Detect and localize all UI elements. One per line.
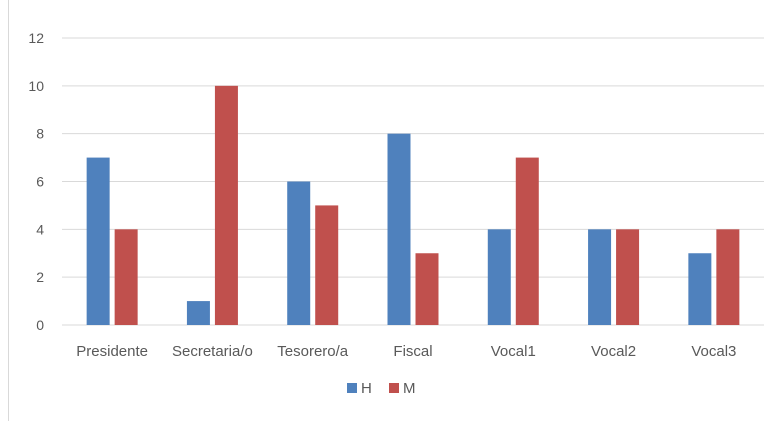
legend-swatch-m [389, 383, 399, 393]
bar-m-vocal3 [716, 229, 740, 325]
bar-m-vocal1 [515, 157, 539, 325]
x-tick-label: Tesorero/a [277, 343, 349, 360]
y-tick-label: 12 [28, 30, 44, 46]
bar-h-vocal2 [588, 229, 612, 325]
bar-h-presidente [86, 157, 110, 325]
x-tick-label: Vocal3 [691, 343, 736, 360]
bar-m-fiscal [415, 253, 439, 325]
bars [86, 85, 740, 325]
bar-h-tesorero-a [287, 181, 311, 325]
legend-label-m: M [403, 380, 416, 397]
bar-m-vocal2 [616, 229, 640, 325]
gridlines [62, 37, 764, 326]
bar-h-vocal3 [688, 253, 712, 325]
x-tick-label: Secretaria/o [172, 343, 253, 360]
x-tick-label: Presidente [76, 343, 148, 360]
bar-m-presidente [114, 229, 138, 325]
legend-swatch-h [347, 383, 357, 393]
y-tick-label: 4 [36, 221, 44, 237]
y-tick-label: 10 [28, 78, 44, 94]
x-tick-label: Vocal1 [491, 343, 536, 360]
bar-h-vocal1 [487, 229, 511, 325]
x-tick-label: Fiscal [393, 343, 432, 360]
y-tick-label: 0 [36, 317, 44, 333]
bar-h-fiscal [387, 133, 411, 325]
x-axis-ticks: Presidente Secretaria/o Tesorero/a Fiscal Vo… [76, 343, 736, 360]
bar-h-secretaria-o [186, 301, 210, 325]
frame-border [8, 0, 9, 421]
y-tick-label: 2 [36, 269, 44, 285]
x-tick-label: Vocal2 [591, 343, 636, 360]
legend-label-h: H [361, 380, 372, 397]
bar-m-secretaria-o [214, 85, 238, 325]
y-tick-label: 8 [36, 126, 44, 142]
y-tick-label: 6 [36, 174, 44, 190]
y-axis-ticks: 0 2 4 6 8 10 12 [28, 30, 44, 333]
bar-m-tesorero-a [315, 205, 339, 325]
